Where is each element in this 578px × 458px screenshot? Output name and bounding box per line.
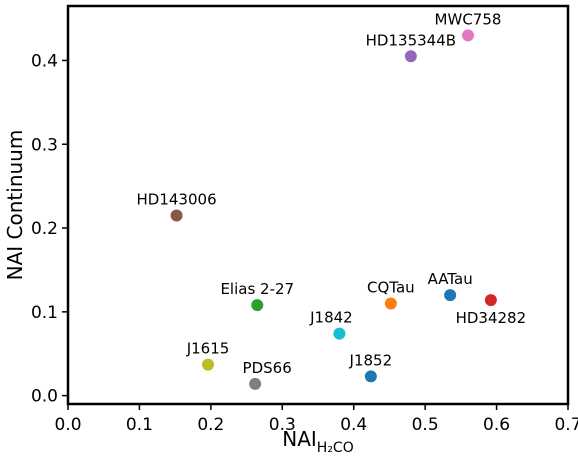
x-tick-label: 0.4 bbox=[340, 415, 367, 435]
y-tick-label: 0.1 bbox=[31, 303, 58, 323]
point-label: HD143006 bbox=[137, 190, 217, 208]
y-axis-label: NAI Continuum bbox=[3, 130, 27, 281]
point-label: HD34282 bbox=[456, 309, 527, 327]
data-point bbox=[384, 297, 397, 310]
point-label: Elias 2-27 bbox=[220, 280, 294, 298]
x-tick-label: 0.2 bbox=[197, 415, 224, 435]
data-point bbox=[404, 50, 417, 63]
data-point bbox=[484, 294, 497, 307]
x-tick-label: 0.7 bbox=[554, 415, 578, 435]
x-tick-label: 0.3 bbox=[269, 415, 296, 435]
data-point bbox=[251, 299, 264, 312]
data-point bbox=[364, 370, 377, 383]
y-tick-label: 0.4 bbox=[31, 51, 58, 71]
data-point bbox=[444, 289, 457, 302]
point-label: CQTau bbox=[367, 278, 415, 296]
point-label: AATau bbox=[428, 270, 473, 288]
x-axis-label-subscript: H₂CO bbox=[317, 440, 354, 456]
point-label: J1852 bbox=[349, 351, 393, 369]
x-axis-label-main: NAI bbox=[282, 427, 317, 451]
point-label: J1842 bbox=[309, 309, 353, 327]
data-point bbox=[170, 209, 183, 222]
point-label: HD135344B bbox=[366, 31, 456, 49]
x-axis-label: NAIH₂CO bbox=[282, 427, 353, 456]
point-label: J1615 bbox=[186, 340, 230, 358]
data-points: MWC758 HD135344B HD143006 Elias 2-27 CQTau AA… bbox=[137, 10, 527, 390]
plot-area-frame bbox=[66, 4, 570, 406]
y-tick-label: 0.3 bbox=[31, 135, 58, 155]
x-tick-label: 0.0 bbox=[54, 415, 81, 435]
data-point bbox=[249, 377, 262, 390]
x-axis-ticks: 0.0 0.1 0.2 0.3 0.4 0.5 0.6 0.7 bbox=[54, 404, 578, 435]
x-tick-label: 0.6 bbox=[483, 415, 510, 435]
data-point bbox=[202, 358, 214, 371]
data-point bbox=[333, 327, 346, 340]
y-axis-ticks: 0.0 0.1 0.2 0.3 0.4 bbox=[31, 51, 68, 407]
x-tick-label: 0.1 bbox=[126, 415, 153, 435]
x-tick-label: 0.5 bbox=[412, 415, 439, 435]
point-label: PDS66 bbox=[243, 359, 292, 377]
data-point bbox=[462, 29, 474, 42]
point-label: MWC758 bbox=[435, 10, 502, 28]
y-tick-label: 0.0 bbox=[31, 387, 58, 407]
y-tick-label: 0.2 bbox=[31, 219, 58, 239]
